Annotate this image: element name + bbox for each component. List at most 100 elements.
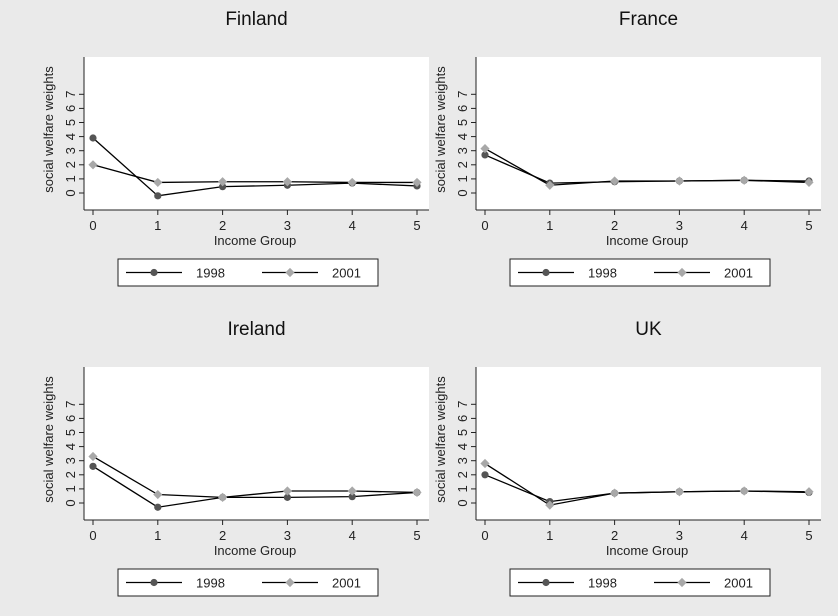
y-tick-label: 6 bbox=[455, 105, 470, 112]
y-tick-label: 0 bbox=[63, 189, 78, 196]
y-axis-label: social welfare weights bbox=[41, 376, 56, 503]
y-tick-label: 2 bbox=[455, 161, 470, 168]
x-tick-label: 0 bbox=[89, 218, 96, 233]
y-tick-label: 4 bbox=[63, 133, 78, 140]
legend-marker-1998 bbox=[150, 268, 158, 277]
x-axis-label: Income Group bbox=[214, 233, 296, 248]
y-tick-label: 7 bbox=[63, 401, 78, 408]
x-tick-label: 2 bbox=[219, 528, 226, 543]
y-tick-label: 1 bbox=[455, 175, 470, 182]
point-2001 bbox=[739, 486, 749, 496]
legend-label-2001: 2001 bbox=[332, 576, 361, 591]
y-axis-label: social welfare weights bbox=[433, 376, 448, 503]
x-axis-label: Income Group bbox=[606, 543, 688, 558]
chart-title: UK bbox=[635, 319, 662, 340]
x-tick-label: 4 bbox=[349, 528, 356, 543]
x-axis-label: Income Group bbox=[214, 543, 296, 558]
y-tick-label: 0 bbox=[455, 189, 470, 196]
point-1998 bbox=[283, 493, 291, 501]
panel-uk: UK 0 1 2 3 4 5 6 7 social welfare weights 0 1 2 3 4 5 In… bbox=[433, 319, 821, 597]
x-tick-label: 5 bbox=[805, 528, 812, 543]
x-tick-label: 0 bbox=[89, 528, 96, 543]
y-tick-label: 5 bbox=[455, 429, 470, 436]
point-2001 bbox=[804, 487, 814, 497]
point-2001 bbox=[412, 487, 422, 498]
y-tick-label: 4 bbox=[63, 443, 78, 450]
point-2001 bbox=[545, 180, 555, 190]
legend-marker-2001 bbox=[677, 267, 687, 278]
point-2001 bbox=[153, 177, 163, 188]
x-tick-label: 4 bbox=[741, 218, 748, 233]
point-1998 bbox=[154, 192, 162, 200]
plot-area bbox=[476, 57, 821, 210]
series-line-1998 bbox=[92, 137, 418, 197]
point-2001 bbox=[347, 177, 357, 188]
y-tick-label: 2 bbox=[455, 471, 470, 478]
chart-title: Ireland bbox=[227, 319, 285, 340]
legend: 1998 2001 bbox=[117, 258, 379, 287]
point-2001 bbox=[674, 487, 684, 497]
chart-title: Finland bbox=[225, 9, 287, 30]
x-tick-label: 5 bbox=[413, 528, 420, 543]
point-2001 bbox=[480, 458, 490, 469]
x-tick-label: 4 bbox=[741, 528, 748, 543]
point-1998 bbox=[89, 462, 97, 470]
series-line-2001 bbox=[92, 164, 417, 184]
y-tick-label: 1 bbox=[63, 485, 78, 492]
y-tick-label: 2 bbox=[63, 161, 78, 168]
y-tick-label: 0 bbox=[63, 499, 78, 506]
x-axis-label: Income Group bbox=[606, 233, 688, 248]
y-axis-label: social welfare weights bbox=[433, 66, 448, 193]
series-line-2001 bbox=[92, 455, 418, 499]
panel-france: France 0 1 2 3 4 5 6 7 social welfare weights 0 1 2 3… bbox=[433, 9, 821, 287]
y-tick-label: 7 bbox=[63, 91, 78, 98]
y-tick-label: 6 bbox=[63, 105, 78, 112]
x-tick-label: 1 bbox=[154, 218, 161, 233]
y-axis-label: social welfare weights bbox=[41, 66, 56, 193]
legend: 1998 2001 bbox=[117, 568, 379, 597]
y-tick-label: 7 bbox=[455, 91, 470, 98]
y-tick-label: 3 bbox=[455, 147, 470, 154]
point-2001 bbox=[412, 177, 422, 188]
point-2001 bbox=[282, 177, 292, 187]
chart-title: France bbox=[619, 9, 678, 30]
x-tick-label: 2 bbox=[611, 528, 618, 543]
point-2001 bbox=[674, 176, 684, 186]
y-tick-label: 1 bbox=[63, 175, 78, 182]
legend: 1998 2001 bbox=[509, 258, 771, 287]
y-tick-label: 5 bbox=[455, 119, 470, 126]
point-1998 bbox=[219, 183, 227, 191]
legend-marker-2001 bbox=[285, 267, 295, 278]
y-tick-label: 2 bbox=[63, 471, 78, 478]
x-tick-label: 0 bbox=[481, 528, 488, 543]
point-2001 bbox=[480, 143, 490, 154]
y-tick-label: 1 bbox=[455, 485, 470, 492]
legend-marker-1998 bbox=[542, 268, 550, 277]
point-2001 bbox=[739, 175, 749, 185]
legend-marker-2001 bbox=[285, 577, 295, 588]
x-tick-label: 2 bbox=[219, 218, 226, 233]
y-tick-label: 4 bbox=[455, 443, 470, 450]
legend-label-1998: 1998 bbox=[196, 266, 225, 281]
series-line-2001 bbox=[484, 148, 810, 186]
panel-ireland: Ireland 0 1 2 3 4 5 6 7 social welfare weights 0 1 2… bbox=[41, 319, 429, 597]
x-tick-label: 3 bbox=[284, 218, 291, 233]
y-tick-label: 3 bbox=[63, 457, 78, 464]
x-tick-label: 5 bbox=[805, 218, 812, 233]
legend-marker-1998 bbox=[150, 578, 158, 587]
plot-area bbox=[84, 57, 429, 210]
y-tick-label: 5 bbox=[63, 119, 78, 126]
y-tick-label: 3 bbox=[455, 457, 470, 464]
x-tick-label: 4 bbox=[349, 218, 356, 233]
point-2001 bbox=[218, 492, 228, 502]
y-tick-label: 4 bbox=[455, 133, 470, 140]
x-tick-label: 1 bbox=[546, 218, 553, 233]
point-2001 bbox=[88, 160, 98, 170]
y-tick-label: 0 bbox=[455, 499, 470, 506]
point-2001 bbox=[804, 177, 814, 188]
y-tick-label: 7 bbox=[455, 401, 470, 408]
series-line-1998 bbox=[92, 465, 418, 508]
point-1998 bbox=[481, 151, 489, 159]
legend-label-1998: 1998 bbox=[588, 266, 617, 281]
